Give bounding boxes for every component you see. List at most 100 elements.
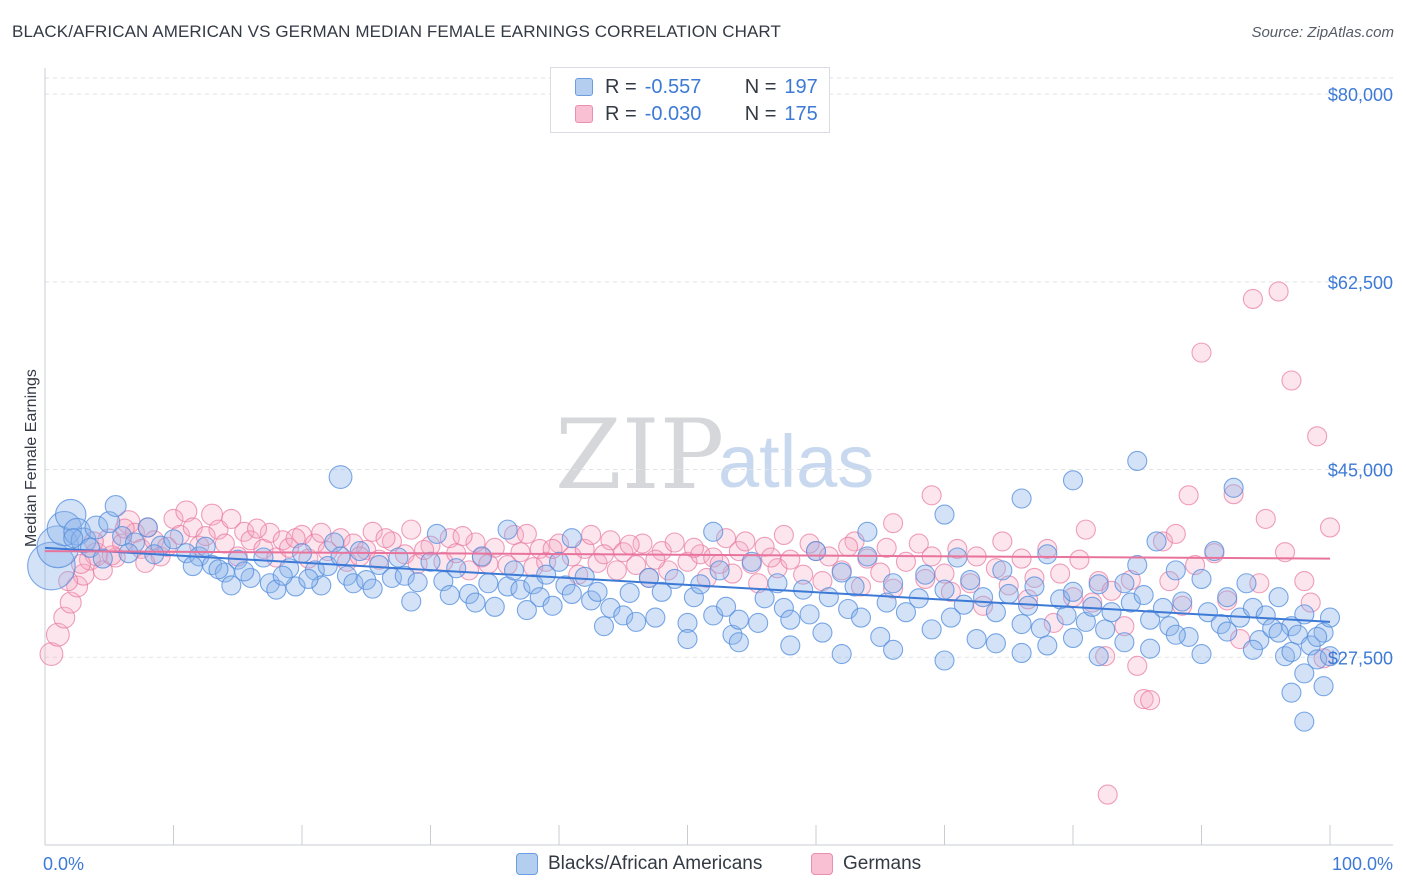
point-blacks (1178, 626, 1199, 647)
point-blacks (1127, 450, 1148, 472)
point-germans (1037, 538, 1058, 559)
axes (44, 68, 1393, 846)
point-blacks (741, 551, 762, 572)
point-blacks (1249, 630, 1270, 651)
point-germans (715, 528, 737, 549)
point-blacks (728, 609, 749, 630)
point-blacks (92, 548, 113, 569)
point-germans (1159, 571, 1180, 592)
point-germans (793, 564, 814, 585)
point-blacks (446, 558, 467, 579)
legend-r-value-germans: -0.030 (644, 102, 702, 125)
point-germans (876, 537, 897, 558)
point-blacks (985, 633, 1006, 654)
point-blacks (703, 521, 724, 542)
point-germans (1133, 689, 1154, 710)
point-blacks (330, 546, 351, 567)
point-blacks (1319, 646, 1341, 667)
point-blacks (234, 561, 255, 582)
point-blacks (401, 591, 422, 612)
point-blacks (484, 596, 505, 617)
point-blacks (1313, 676, 1334, 697)
point-blacks (895, 602, 917, 623)
point-blacks (754, 588, 775, 609)
point-germans (452, 526, 473, 547)
point-germans (70, 553, 92, 574)
point-blacks (870, 626, 891, 647)
point-blacks (349, 541, 370, 562)
legend-n-label: N = (744, 75, 777, 98)
point-blacks (593, 616, 615, 637)
bottom-legend-blacks: Blacks/African Americans (516, 850, 762, 878)
point-blacks (1165, 560, 1186, 581)
point-blacks (561, 528, 582, 549)
point-blacks (876, 592, 897, 613)
point-blacks (715, 596, 737, 617)
point-germans (1152, 531, 1173, 552)
point-germans (92, 560, 113, 581)
point-blacks (574, 566, 595, 587)
point-blacks (1037, 635, 1058, 656)
point-blacks (1088, 646, 1109, 667)
point-germans (1043, 612, 1064, 633)
point-germans (561, 546, 582, 567)
point-blacks (1011, 488, 1032, 509)
point-blacks (548, 551, 570, 572)
legend-row-blacks: R = -0.557 N = 197 (575, 73, 818, 101)
point-blacks (780, 609, 801, 630)
point-blacks (767, 573, 788, 594)
point-blacks (426, 523, 447, 544)
point-blacks (940, 607, 961, 628)
point-blacks (1101, 602, 1122, 623)
point-germans (1127, 655, 1148, 676)
point-germans (458, 560, 480, 581)
point-blacks (536, 564, 557, 585)
point-blacks (1294, 711, 1315, 732)
point-germans (510, 542, 531, 563)
point-blacks (626, 611, 647, 632)
point-blacks (1242, 639, 1263, 660)
point-blacks (362, 578, 383, 599)
point-blacks (561, 583, 582, 605)
point-germans (39, 642, 64, 667)
point-blacks (285, 576, 306, 597)
point-blacks (985, 602, 1006, 623)
bottom-legend-swatch-germans (811, 853, 833, 875)
point-germans (921, 485, 942, 506)
point-blacks (311, 575, 332, 596)
point-blacks (1319, 607, 1341, 628)
point-blacks (27, 541, 76, 591)
point-blacks (1307, 649, 1328, 670)
point-germans (760, 547, 782, 568)
point-blacks (1146, 531, 1167, 552)
point-blacks (516, 600, 537, 621)
point-germans (1300, 592, 1321, 613)
point-blacks (1133, 585, 1154, 606)
point-germans (1294, 571, 1315, 592)
point-germans (1178, 485, 1199, 506)
point-blacks (1095, 619, 1116, 640)
point-blacks (1114, 573, 1135, 594)
point-blacks (677, 612, 698, 633)
point-blacks (1217, 621, 1238, 642)
point-germans (1281, 370, 1302, 391)
tick-labels: $27,500 $45,000 $62,500 $80,000 0.0% 100.0% (43, 85, 1393, 874)
point-blacks (298, 568, 319, 590)
trendline-germans (44, 550, 1331, 560)
point-germans (175, 500, 198, 523)
point-blacks (84, 515, 109, 540)
point-germans (915, 568, 936, 590)
point-germans (1165, 523, 1186, 544)
y-tick-label: $27,500 (1328, 648, 1393, 668)
point-blacks (645, 607, 666, 628)
point-blacks (831, 562, 852, 583)
legend-r-label: R = (605, 102, 637, 125)
point-blacks (748, 612, 769, 633)
y-tick-label: $80,000 (1328, 85, 1393, 105)
point-germans (1191, 342, 1212, 363)
point-blacks (1011, 613, 1032, 635)
point-blacks (1294, 604, 1315, 625)
point-blacks (1197, 602, 1218, 623)
point-blacks (63, 517, 91, 546)
point-germans (645, 549, 666, 570)
